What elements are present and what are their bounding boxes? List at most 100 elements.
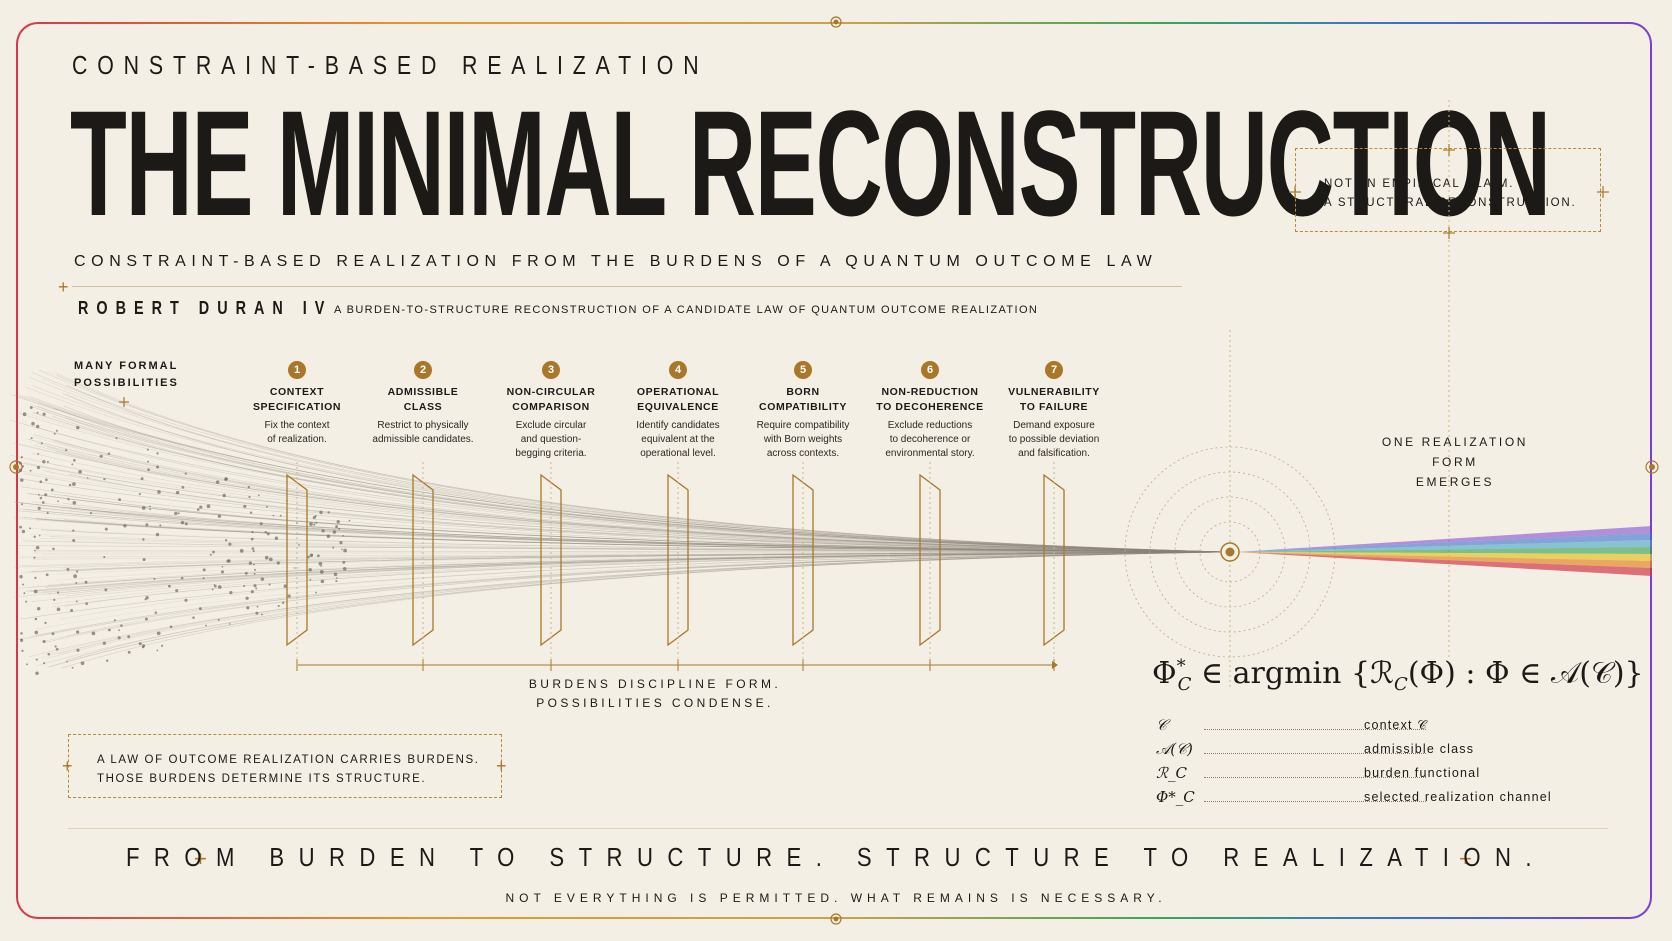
possibility-point xyxy=(156,631,161,636)
stage-description: Exclude circular and question-begging cri… xyxy=(487,419,615,461)
possibility-fiber xyxy=(39,494,1231,553)
possibility-point xyxy=(264,530,267,534)
possibility-point xyxy=(217,618,220,621)
possibility-point xyxy=(160,644,164,647)
possibility-point xyxy=(246,606,250,610)
convergence-node-core xyxy=(1225,547,1235,557)
possibility-fiber xyxy=(33,434,1231,553)
possibility-point xyxy=(228,623,231,625)
possibility-point xyxy=(313,523,316,526)
possibility-fiber xyxy=(53,407,1231,553)
possibility-fiber xyxy=(38,551,1231,636)
stage-desc-line-3: begging criteria. xyxy=(515,448,587,459)
possibility-point xyxy=(75,582,78,584)
possibility-point xyxy=(138,493,141,496)
possibility-point xyxy=(318,561,323,566)
possibility-point xyxy=(20,456,23,459)
formula-r-sub: C xyxy=(1394,674,1408,695)
possibility-fiber xyxy=(41,529,1231,553)
possibility-point xyxy=(253,568,257,571)
crosshair-icon: + xyxy=(496,756,507,776)
stage-number-badge: 1 xyxy=(288,361,306,379)
possibility-point xyxy=(68,483,72,487)
possibility-fiber xyxy=(43,516,1231,553)
possibility-point xyxy=(319,510,323,515)
constraint-gate xyxy=(792,473,814,647)
possibility-fiber xyxy=(43,470,1231,553)
possibility-fiber xyxy=(27,438,1231,553)
stage-desc-line-1: Require compatibility xyxy=(756,420,850,431)
constraint-gate xyxy=(667,473,689,647)
possibility-point xyxy=(168,584,171,588)
possibility-point xyxy=(36,424,40,429)
stage-desc-line-1: Identify candidates xyxy=(636,420,720,431)
possibility-point xyxy=(21,503,23,506)
possibility-point xyxy=(155,532,160,537)
possibility-fiber xyxy=(11,394,1231,553)
possibility-fiber xyxy=(32,501,1231,553)
possibility-point xyxy=(76,425,80,430)
possibility-fiber xyxy=(36,551,1231,630)
possibility-point xyxy=(41,501,45,504)
stage-name-line-1: ADMISSIBLE xyxy=(387,386,459,398)
possibility-fiber xyxy=(28,493,1231,553)
page-subtitle: CONSTRAINT-BASED REALIZATION FROM THE BU… xyxy=(74,253,1158,270)
possibility-point xyxy=(202,568,206,572)
possibility-fiber xyxy=(25,551,1231,592)
callout-guides xyxy=(1289,100,1609,660)
possibility-point xyxy=(251,547,255,550)
possibility-point xyxy=(66,567,70,571)
possibility-point xyxy=(40,442,43,445)
possibility-point xyxy=(253,572,256,575)
possibility-point xyxy=(103,477,106,481)
stage-description: Fix the context of realization. xyxy=(233,419,361,447)
possibility-point xyxy=(142,538,145,541)
leader-dots xyxy=(1204,753,1426,754)
possibility-point xyxy=(332,546,335,549)
possibility-fiber xyxy=(11,468,1231,553)
possibility-fiber xyxy=(13,551,1231,598)
possibility-fiber xyxy=(63,405,1231,553)
possibility-point xyxy=(67,498,70,501)
stage-desc-line-3: across contexts. xyxy=(766,448,840,459)
possibility-fiber xyxy=(35,426,1231,553)
stage-name-line-2: COMPARISON xyxy=(512,401,590,413)
right-label: ONE REALIZATION FORM EMERGES xyxy=(1360,432,1550,492)
possibility-fiber xyxy=(19,395,1231,553)
possibility-point xyxy=(253,584,257,588)
possibility-fiber xyxy=(46,446,1231,553)
possibility-fiber xyxy=(46,551,1231,659)
possibility-point xyxy=(184,472,187,475)
stage-name-line-1: OPERATIONAL xyxy=(636,386,720,398)
possibility-fiber xyxy=(14,477,1231,553)
stage-desc-line-2: admissible candidates. xyxy=(372,434,474,445)
stage-desc-line-2: of realization. xyxy=(267,434,327,445)
legend-row: ℛ_C burden functional xyxy=(1156,764,1576,786)
stage-number-badge: 6 xyxy=(921,361,939,379)
possibility-fiber xyxy=(29,403,1231,553)
possibility-fiber xyxy=(48,551,1231,586)
stage-name-line-2: TO FAILURE xyxy=(1019,401,1089,413)
possibility-fiber xyxy=(35,518,1231,553)
possibility-point xyxy=(245,596,249,600)
possibility-fiber xyxy=(32,385,1231,553)
possibility-point xyxy=(19,575,23,579)
stage-desc-line-1: Exclude circular xyxy=(515,420,587,431)
stage-name: ADMISSIBLE CLASS xyxy=(359,385,487,415)
leader-dots xyxy=(1204,729,1426,730)
possibility-point xyxy=(37,607,41,611)
possibility-point xyxy=(51,632,55,636)
possibility-point xyxy=(327,511,330,514)
possibility-point xyxy=(217,514,222,518)
stage-name-line-1: BORN xyxy=(786,386,820,398)
stage-1: 1 CONTEXT SPECIFICATION Fix the context of r… xyxy=(233,360,361,447)
possibility-point xyxy=(212,550,215,554)
stage-name-line-1: NON-CIRCULAR xyxy=(506,386,596,398)
possibility-point xyxy=(196,508,200,511)
possibility-point xyxy=(35,671,39,675)
possibility-point xyxy=(309,553,314,558)
stage-description: Require compatibility with Born weights ac… xyxy=(739,419,867,461)
stage-name: NON-CIRCULAR COMPARISON xyxy=(487,385,615,415)
possibility-point xyxy=(180,576,184,580)
